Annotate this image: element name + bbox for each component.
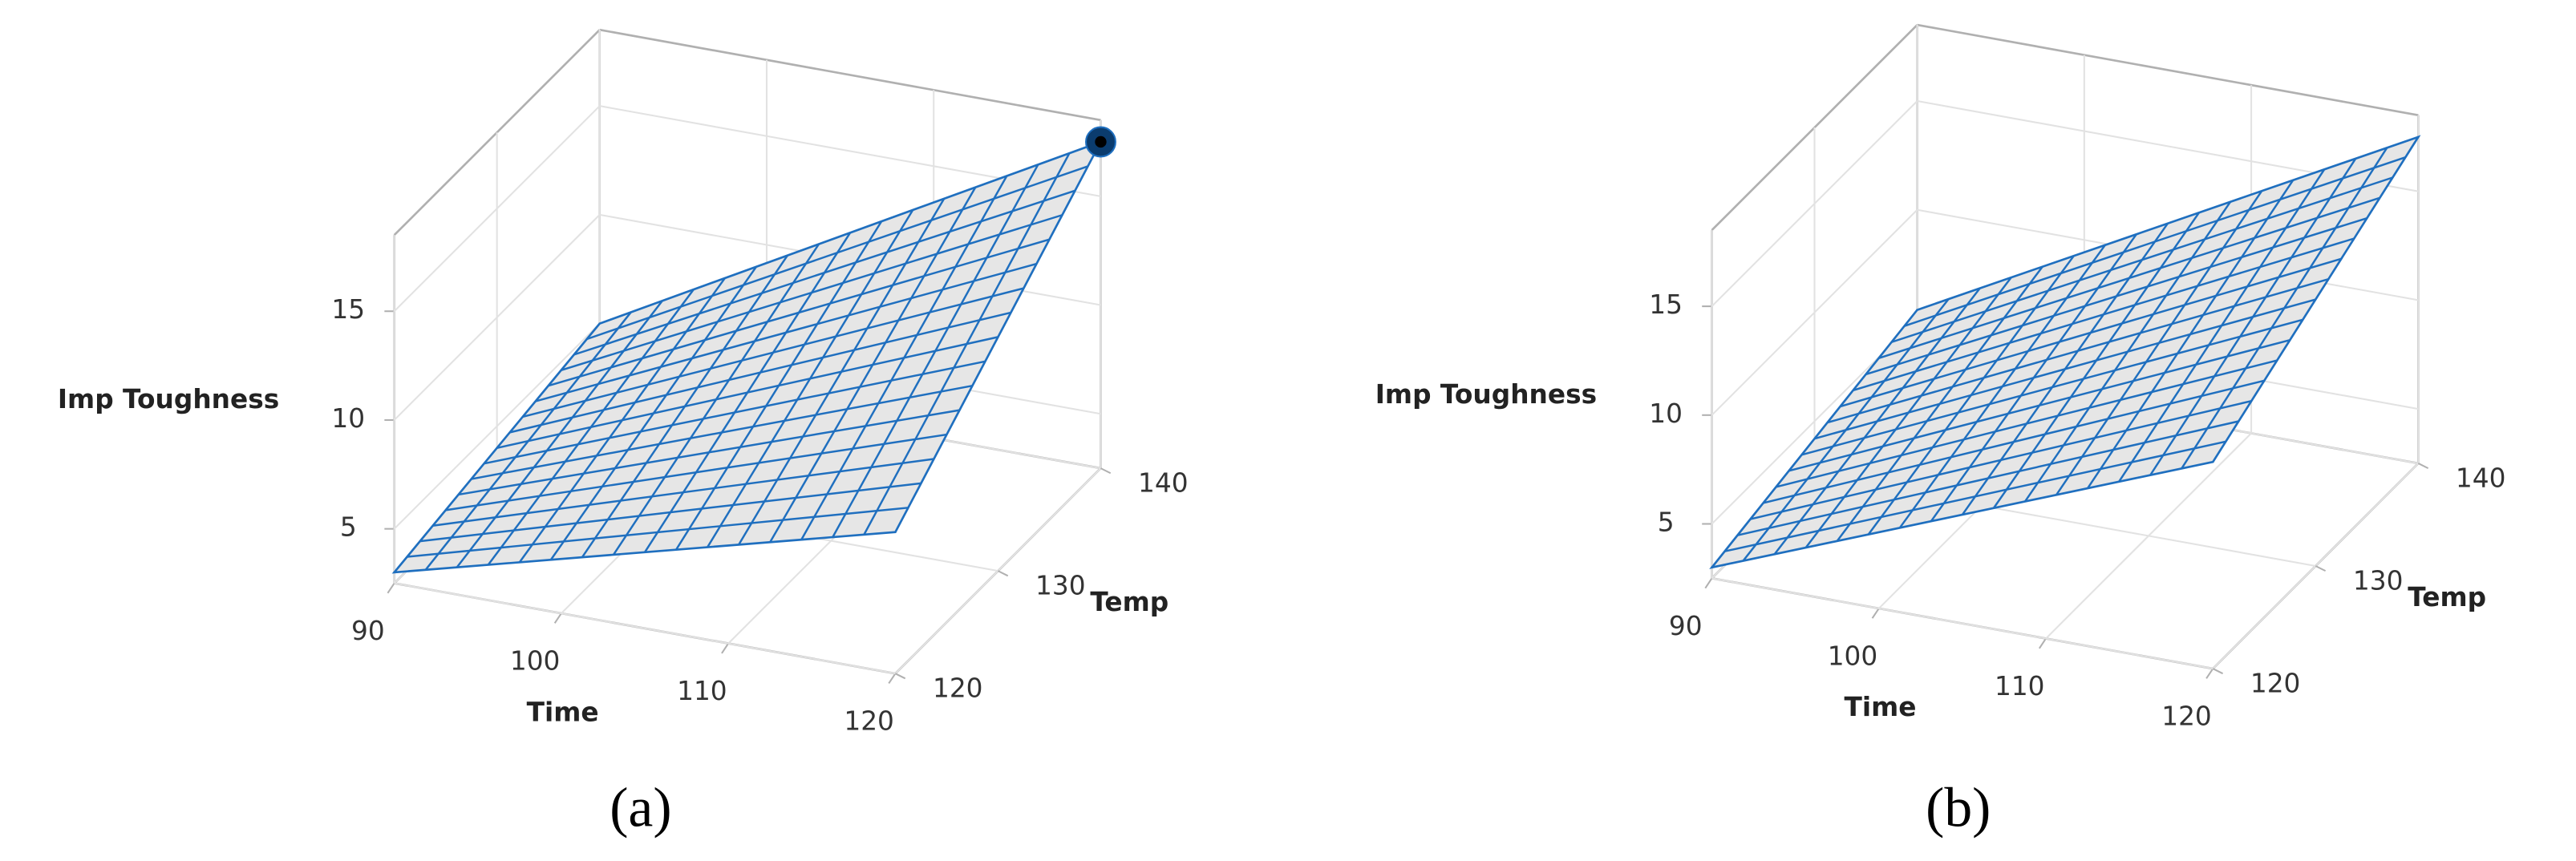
x-tick	[553, 612, 562, 624]
mesh-line	[548, 238, 1050, 387]
mesh-line	[2118, 168, 2326, 483]
mesh-line	[1814, 298, 2316, 440]
x-tick-label: 110	[1995, 671, 2045, 701]
caption: (a)	[610, 777, 671, 839]
z-tick-label: 15	[1649, 289, 1683, 320]
y-tick	[2417, 463, 2429, 470]
mesh-line	[561, 214, 1063, 371]
y-axis-label: Temp	[1090, 587, 1169, 617]
y-tick-label: 130	[1035, 571, 1086, 601]
x-tick	[1871, 608, 1880, 619]
x-tick-label: 110	[677, 676, 727, 706]
mesh-line	[675, 220, 883, 551]
box-edge	[599, 28, 1101, 122]
y-tick-label: 120	[2250, 669, 2301, 699]
y-tick	[1100, 467, 1112, 475]
z-axis-label: Imp Toughness	[58, 384, 279, 414]
mesh-line	[738, 198, 946, 546]
x-axis-label: Time	[1844, 692, 1916, 722]
optimum-marker-dot	[1095, 135, 1107, 148]
z-tick-label: 5	[1658, 507, 1675, 538]
y-tick	[997, 570, 1009, 577]
x-tick	[2205, 668, 2214, 679]
grid-line	[394, 582, 896, 675]
x-tick-label: 120	[844, 706, 894, 737]
z-tick-label: 10	[331, 403, 365, 434]
mesh-line	[522, 287, 1024, 418]
mesh-line	[707, 209, 914, 548]
x-tick	[387, 582, 395, 594]
y-tick-label: 140	[2456, 463, 2506, 493]
mesh-line	[800, 175, 1008, 540]
mesh-line	[1853, 237, 2355, 392]
x-tick	[721, 643, 730, 654]
y-tick	[894, 673, 906, 680]
mesh-line	[573, 189, 1075, 356]
x-tick-label: 90	[351, 616, 385, 646]
x-tick	[1704, 577, 1713, 589]
y-tick	[2315, 565, 2327, 572]
y-tick-label: 140	[1138, 468, 1189, 499]
mesh-line	[1865, 216, 2367, 376]
mesh-line	[2023, 201, 2232, 503]
mesh-line	[769, 187, 977, 543]
y-axis-label: Temp	[2408, 582, 2486, 612]
x-tick	[888, 673, 897, 685]
mesh-line	[1992, 212, 2201, 509]
mesh-line	[2149, 158, 2357, 476]
x-tick-label: 100	[510, 646, 561, 677]
surface	[1709, 135, 2421, 569]
box-edge	[1917, 23, 2419, 117]
mesh-line	[1904, 156, 2406, 327]
z-axis-label: Imp Toughness	[1375, 379, 1597, 410]
grid-line	[1711, 577, 2213, 670]
mesh-line	[1891, 176, 2393, 343]
mesh-line	[2087, 180, 2295, 489]
y-tick-label: 120	[933, 673, 983, 704]
x-tick	[2038, 637, 2047, 649]
mesh-line	[586, 165, 1088, 341]
z-tick-label: 5	[340, 512, 357, 543]
mesh-line	[1827, 277, 2329, 424]
mesh-line	[509, 311, 1011, 434]
mesh-line	[1840, 257, 2342, 408]
caption: (b)	[1926, 777, 1991, 839]
mesh-line	[496, 336, 998, 449]
mesh-line	[535, 262, 1037, 402]
x-tick-label: 90	[1669, 611, 1703, 641]
y-tick	[2212, 668, 2224, 675]
x-tick-label: 120	[2161, 701, 2212, 731]
y-tick-label: 130	[2353, 565, 2404, 596]
mesh-line	[1878, 196, 2380, 359]
x-axis-label: Time	[527, 697, 599, 727]
z-tick-label: 10	[1649, 398, 1683, 429]
x-tick-label: 100	[1828, 641, 1878, 671]
mesh-line	[2056, 190, 2263, 495]
mesh-line	[832, 164, 1039, 538]
mesh-line	[2181, 147, 2388, 470]
z-tick-label: 15	[331, 294, 365, 325]
mesh-line	[863, 152, 1071, 536]
